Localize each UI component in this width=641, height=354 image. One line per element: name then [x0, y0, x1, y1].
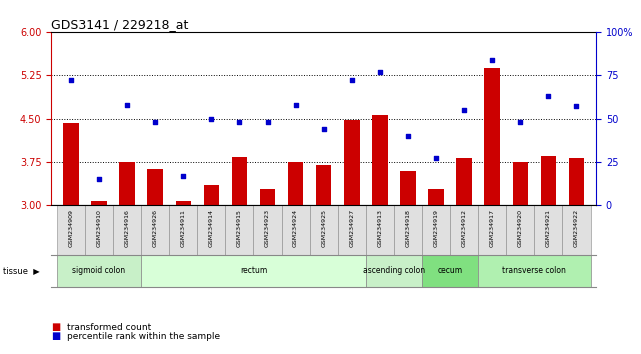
Bar: [506, 205, 535, 255]
Point: [347, 78, 357, 83]
Bar: [372, 115, 388, 205]
Text: GSM234916: GSM234916: [124, 209, 129, 247]
Point: [262, 119, 272, 125]
Bar: [57, 205, 85, 255]
Bar: [316, 165, 331, 205]
Bar: [569, 158, 584, 205]
Bar: [85, 205, 113, 255]
Text: percentile rank within the sample: percentile rank within the sample: [67, 332, 221, 341]
Bar: [485, 68, 500, 205]
Text: GSM234910: GSM234910: [97, 209, 101, 247]
Bar: [169, 205, 197, 255]
Text: GSM234925: GSM234925: [321, 209, 326, 247]
Bar: [147, 170, 163, 205]
Bar: [366, 255, 422, 287]
Text: GSM234913: GSM234913: [378, 209, 383, 247]
Point: [375, 69, 385, 75]
Text: GSM234923: GSM234923: [265, 209, 270, 247]
Text: GSM234921: GSM234921: [546, 209, 551, 247]
Bar: [478, 255, 590, 287]
Text: GSM234912: GSM234912: [462, 209, 467, 247]
Text: ■: ■: [51, 322, 60, 332]
Point: [206, 116, 217, 121]
Text: rectum: rectum: [240, 266, 267, 275]
Text: GSM234914: GSM234914: [209, 209, 214, 247]
Text: GSM234926: GSM234926: [153, 209, 158, 247]
Point: [487, 57, 497, 62]
Bar: [226, 205, 253, 255]
Point: [431, 156, 441, 161]
Bar: [338, 205, 366, 255]
Text: GDS3141 / 229218_at: GDS3141 / 229218_at: [51, 18, 188, 31]
Point: [515, 119, 526, 125]
Bar: [456, 158, 472, 205]
Bar: [141, 255, 366, 287]
Bar: [281, 205, 310, 255]
Bar: [366, 205, 394, 255]
Text: GSM234919: GSM234919: [433, 209, 438, 247]
Bar: [422, 205, 450, 255]
Text: GSM234915: GSM234915: [237, 209, 242, 247]
Bar: [400, 171, 415, 205]
Point: [319, 126, 329, 132]
Point: [290, 102, 301, 108]
Bar: [513, 162, 528, 205]
Bar: [176, 201, 191, 205]
Bar: [141, 205, 169, 255]
Text: tissue  ▶: tissue ▶: [3, 266, 40, 275]
Bar: [63, 123, 79, 205]
Text: GSM234922: GSM234922: [574, 209, 579, 247]
Text: GSM234918: GSM234918: [406, 209, 410, 247]
Point: [459, 107, 469, 113]
Text: GSM234927: GSM234927: [349, 209, 354, 247]
Bar: [288, 162, 303, 205]
Text: GSM234911: GSM234911: [181, 209, 186, 247]
Text: ascending colon: ascending colon: [363, 266, 425, 275]
Text: ■: ■: [51, 331, 60, 341]
Point: [544, 93, 554, 99]
Bar: [204, 185, 219, 205]
Bar: [91, 201, 107, 205]
Point: [66, 78, 76, 83]
Bar: [57, 255, 141, 287]
Text: GSM234917: GSM234917: [490, 209, 495, 247]
Bar: [113, 205, 141, 255]
Point: [122, 102, 132, 108]
Bar: [344, 120, 360, 205]
Point: [403, 133, 413, 139]
Bar: [535, 205, 562, 255]
Point: [235, 119, 245, 125]
Bar: [119, 162, 135, 205]
Bar: [450, 205, 478, 255]
Bar: [310, 205, 338, 255]
Bar: [478, 205, 506, 255]
Bar: [232, 157, 247, 205]
Point: [150, 119, 160, 125]
Text: transverse colon: transverse colon: [503, 266, 566, 275]
Text: GSM234924: GSM234924: [293, 209, 298, 247]
Point: [571, 104, 581, 109]
Text: GSM234920: GSM234920: [518, 209, 523, 247]
Bar: [197, 205, 226, 255]
Bar: [562, 205, 590, 255]
Point: [94, 176, 104, 182]
Text: cecum: cecum: [438, 266, 463, 275]
Point: [178, 173, 188, 179]
Bar: [422, 255, 478, 287]
Bar: [253, 205, 281, 255]
Bar: [394, 205, 422, 255]
Bar: [540, 156, 556, 205]
Text: sigmoid colon: sigmoid colon: [72, 266, 126, 275]
Text: transformed count: transformed count: [67, 323, 151, 332]
Text: GSM234909: GSM234909: [69, 209, 74, 247]
Bar: [428, 189, 444, 205]
Bar: [260, 189, 275, 205]
